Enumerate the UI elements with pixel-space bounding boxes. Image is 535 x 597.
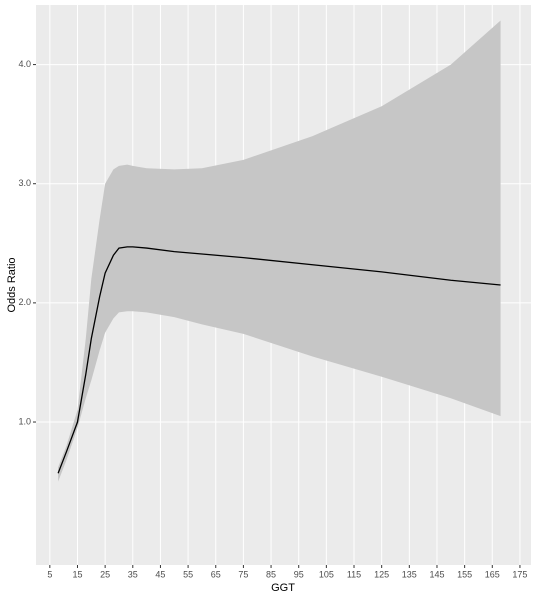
x-tick-label: 15 [72,569,82,579]
line [57,246,501,474]
x-tick-label: 145 [429,569,444,579]
x-tick-label: 45 [155,569,165,579]
x-tick-label: 125 [374,569,389,579]
x-tick-label: 55 [183,569,193,579]
x-tick-label: 25 [100,569,110,579]
x-tick-label: 65 [211,569,221,579]
x-tick-label: 135 [402,569,417,579]
x-tick-label: 35 [128,569,138,579]
x-axis-title: GGT [271,582,295,594]
y-tick-label: 4.0 [18,59,31,69]
y-tick-label: 3.0 [18,178,31,188]
confidence-band [58,20,501,482]
x-tick-label: 115 [347,569,361,579]
x-tick-label: 95 [294,569,304,579]
y-tick-label: 2.0 [18,297,31,307]
x-tick-label: 175 [512,569,527,579]
x-tick-label: 155 [457,569,472,579]
x-tick-label: 165 [485,569,500,579]
y-tick-label: 1.0 [18,416,31,426]
y-axis-title: Odds Ratio [6,257,18,312]
x-tick-label: 85 [266,569,276,579]
x-tick-label: 75 [238,569,248,579]
x-tick-label: 105 [319,569,334,579]
x-tick-label: 5 [47,569,52,579]
